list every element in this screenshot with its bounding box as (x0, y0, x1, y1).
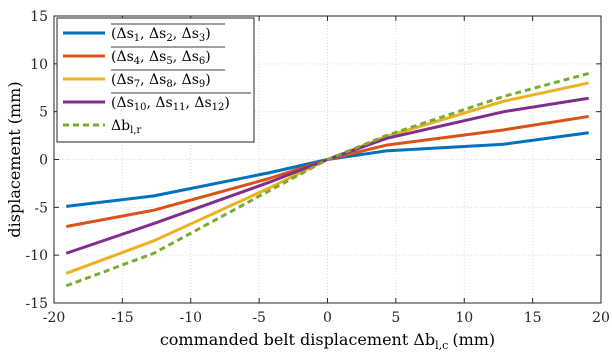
y-axis-label: displacement (mm) (5, 81, 24, 237)
series-lines (65, 71, 590, 288)
x-tick-label: 15 (524, 310, 542, 326)
x-tick-label: 0 (323, 310, 332, 326)
x-axis-label-subscript: l,c (435, 339, 448, 352)
legend: (Δs1, Δs2, Δs3) (Δs4, Δs5, Δs6) (Δs7, Δs8,… (56, 17, 255, 143)
y-tick-label: -10 (25, 248, 48, 264)
series-line-5 (65, 71, 590, 288)
x-axis-label-unit: (mm) (452, 330, 495, 349)
x-tick-label: 10 (455, 310, 473, 326)
y-tick-label: -15 (25, 296, 48, 312)
x-axis-label: commanded belt displacement Δbl,c (mm) (160, 330, 495, 352)
x-tick-label: -10 (179, 310, 202, 326)
y-tick-label: 15 (30, 9, 48, 25)
y-axis-ticks: -15 -10 -5 0 5 10 15 (25, 9, 601, 312)
y-tick-label: 5 (39, 105, 48, 121)
legend-label-5: Δbl,r (111, 118, 141, 136)
y-tick-label: 0 (39, 153, 48, 169)
y-tick-label: 10 (30, 57, 48, 73)
legend-label-1: (Δs1, Δs2, Δs3) (111, 26, 211, 44)
x-axis-label-main: commanded belt displacement Δb (160, 330, 435, 349)
legend-label-3: (Δs7, Δs8, Δs9) (111, 72, 211, 90)
x-tick-label: 5 (391, 310, 400, 326)
x-tick-label: 20 (592, 310, 610, 326)
x-tick-label: -15 (111, 310, 134, 326)
x-tick-label: -5 (252, 310, 266, 326)
legend-label-2: (Δs4, Δs5, Δs6) (111, 49, 211, 67)
legend-label-4: (Δs10, Δs11, Δs12) (111, 95, 230, 113)
x-tick-label: -20 (43, 310, 66, 326)
y-tick-label: -5 (34, 200, 48, 216)
